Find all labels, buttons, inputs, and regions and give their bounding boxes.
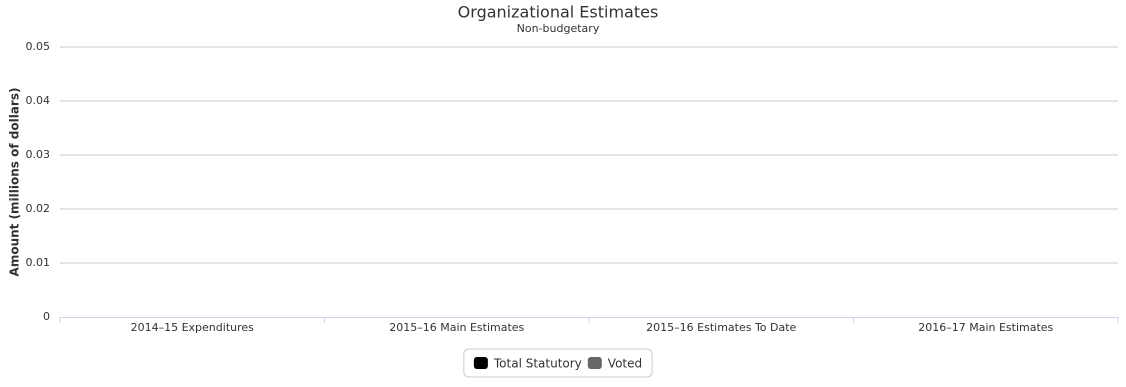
y-tick-label: 0.04 [26,94,51,107]
legend-label: Total Statutory [493,357,582,371]
y-tick-label: 0 [43,310,50,323]
y-tick-label: 0.03 [26,148,51,161]
chart-subtitle: Non-budgetary [517,22,600,35]
x-tick-label: 2015–16 Main Estimates [389,321,524,334]
y-tick-label: 0.05 [26,40,51,53]
y-tick-label: 0.02 [26,202,51,215]
legend-swatch [587,357,602,369]
y-tick-label: 0.01 [26,256,51,269]
legend-label: Voted [608,357,642,371]
legend-box [463,348,653,378]
legend-swatch [473,357,488,369]
chart-title: Organizational Estimates [458,3,659,22]
x-tick-label: 2015–16 Estimates To Date [646,321,796,334]
x-tick-label: 2014–15 Expenditures [131,321,255,334]
y-axis-label: Amount (millions of dollars) [8,88,22,277]
x-tick-label: 2016–17 Main Estimates [918,321,1053,334]
